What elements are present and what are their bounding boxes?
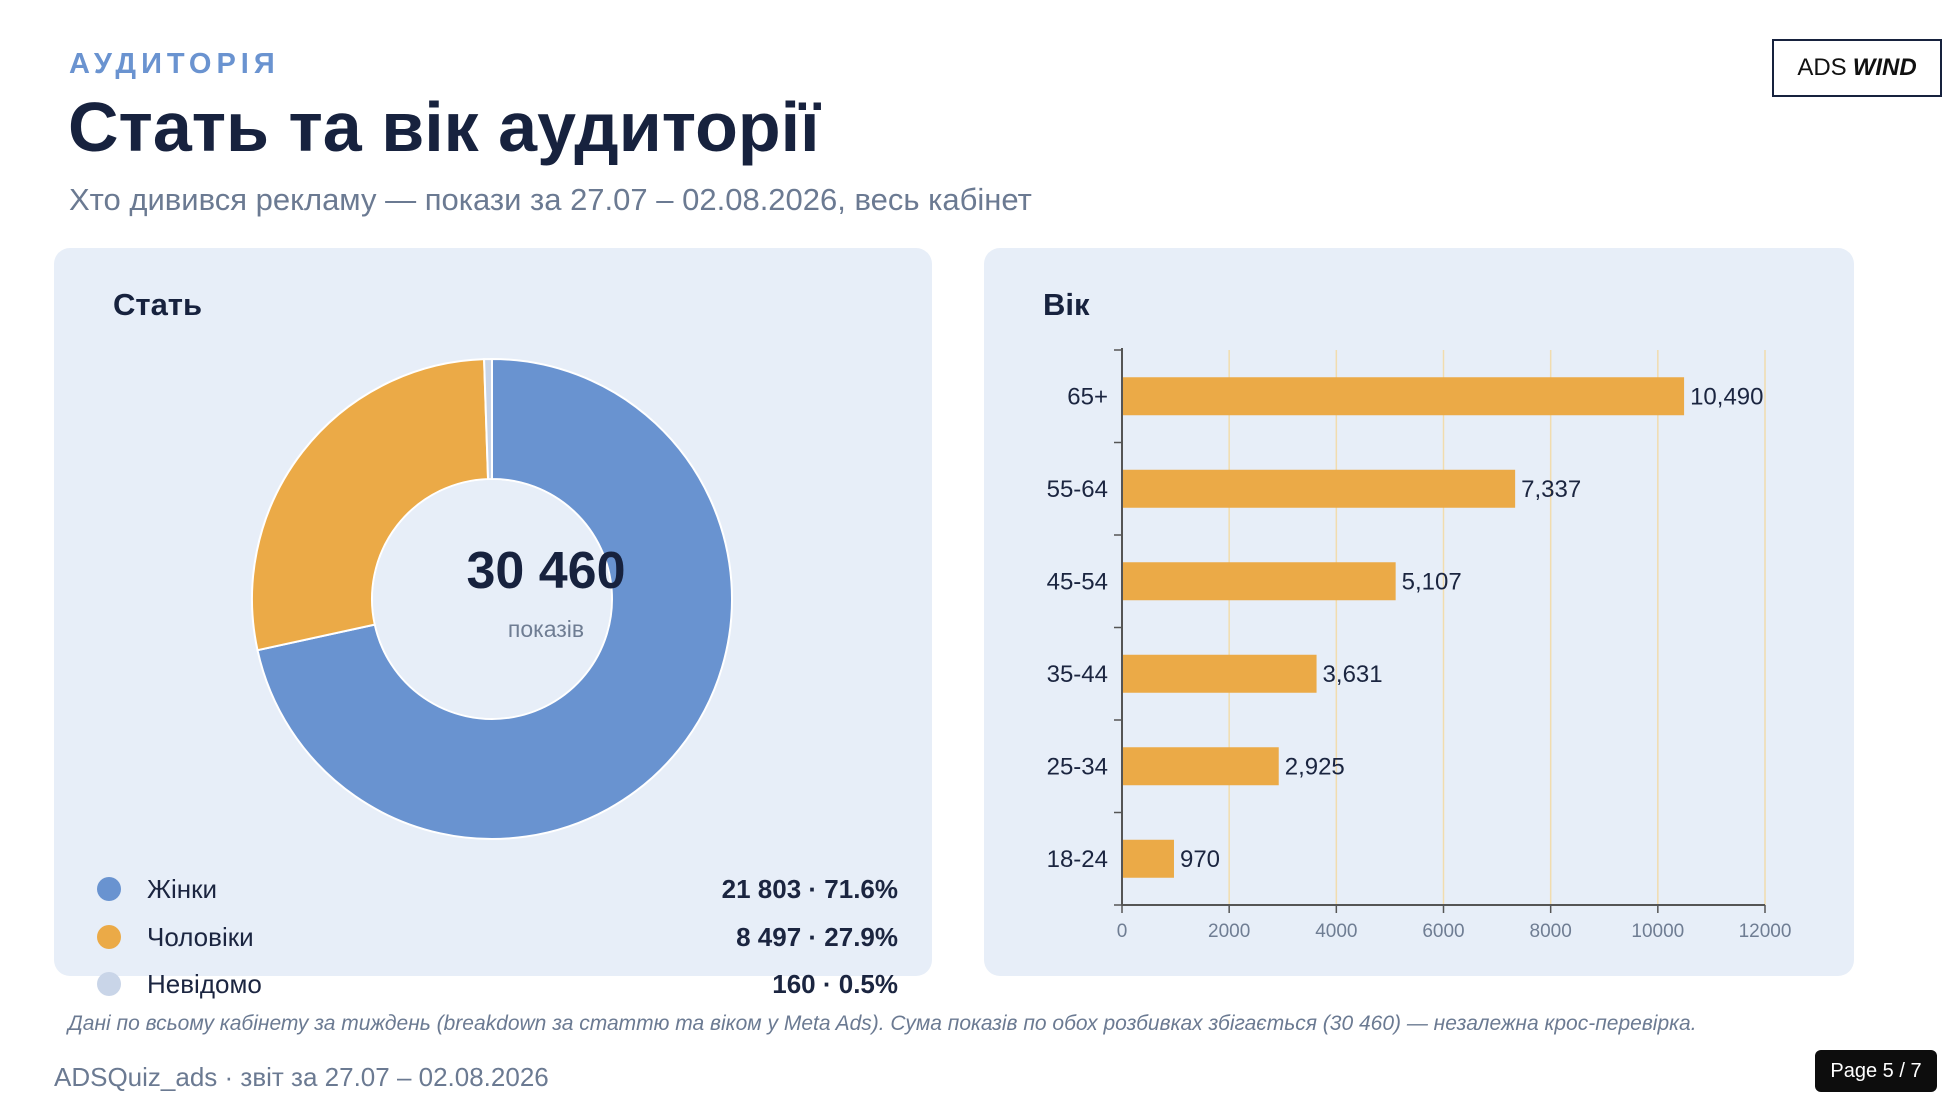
legend-dot-male [97, 925, 121, 949]
legend-dot-unknown [97, 972, 121, 996]
legend-label: Жінки [147, 873, 218, 904]
page-indicator: Page 5 / 7 [1815, 1050, 1937, 1092]
x-tick-label: 12000 [1739, 921, 1792, 942]
legend-label: Чоловіки [147, 921, 254, 952]
gender-panel: Стать 30 460 показів Жінки 21 803 · 71.6… [54, 248, 932, 999]
gender-panel-title: Стать [113, 287, 203, 322]
bar-18-24 [1122, 839, 1174, 878]
bar-value-label: 970 [1180, 846, 1220, 873]
y-tick-label: 55-64 [1047, 476, 1108, 503]
legend-item-female: Жінки 21 803 · 71.6% [97, 869, 898, 909]
age-panel: Вік 10,490 65+ 7,337 55-64 5,107 45-54 3,631 35… [984, 248, 1854, 976]
donut-hole [373, 480, 611, 718]
bar-55-64 [1122, 469, 1516, 508]
brand-logo-part1: ADS [1797, 54, 1847, 81]
legend-item-unknown: Невідомо 160 · 0.5% [97, 964, 898, 1004]
age-bar-chart: 10,490 65+ 7,337 55-64 5,107 45-54 3,631 35-44 2… [1047, 348, 1792, 942]
donut-total: 30 460 [466, 542, 626, 600]
bar-35-44 [1122, 654, 1317, 693]
legend-item-male: Чоловіки 8 497 · 27.9% [97, 917, 898, 957]
bar-value-label: 7,337 [1521, 476, 1581, 503]
donut-slice-unknown [483, 357, 493, 481]
brand-logo: ADS WIND [1772, 39, 1942, 97]
x-tick-label: 8000 [1530, 921, 1572, 942]
legend-value: 21 803 · 71.6% [721, 873, 898, 904]
legend-value: 160 · 0.5% [772, 968, 898, 999]
eyebrow-label: АУДИТОРІЯ [69, 48, 280, 80]
x-tick-label: 0 [1117, 921, 1128, 942]
y-tick-label: 18-24 [1047, 846, 1108, 873]
x-tick-label: 2000 [1208, 921, 1250, 942]
bar-45-54 [1122, 562, 1396, 601]
x-tick-label: 4000 [1315, 921, 1357, 942]
page-subtitle: Хто дивився рекламу — покази за 27.07 – … [69, 182, 1032, 217]
bar-65+ [1122, 377, 1685, 416]
x-tick-label: 10000 [1631, 921, 1684, 942]
y-tick-label: 25-34 [1047, 753, 1108, 780]
bar-value-label: 3,631 [1323, 661, 1383, 688]
bar-value-label: 10,490 [1690, 383, 1763, 410]
y-tick-label: 45-54 [1047, 568, 1108, 595]
report-footer: ADSQuiz_ads · звіт за 27.07 – 02.08.2026 [54, 1062, 549, 1092]
donut-total-unit: показів [507, 616, 585, 642]
donut-slice-male [251, 358, 490, 652]
legend-dot-female [97, 877, 121, 901]
age-panel-title: Вік [1043, 287, 1090, 322]
x-tick-label: 6000 [1422, 921, 1464, 942]
bar-25-34 [1122, 747, 1279, 786]
bar-value-label: 5,107 [1402, 568, 1462, 595]
gender-donut-chart [251, 357, 733, 840]
legend-value: 8 497 · 27.9% [736, 921, 898, 952]
brand-logo-part2: WIND [1852, 54, 1917, 81]
legend-label: Невідомо [147, 968, 262, 999]
y-tick-label: 35-44 [1047, 661, 1108, 688]
page-title: Стать та вік аудиторії [68, 88, 820, 166]
footnote: Дані по всьому кабінету за тиждень (brea… [68, 1012, 1697, 1035]
y-tick-label: 65+ [1067, 383, 1108, 410]
bar-value-label: 2,925 [1285, 753, 1345, 780]
donut-slice-female [256, 357, 733, 840]
